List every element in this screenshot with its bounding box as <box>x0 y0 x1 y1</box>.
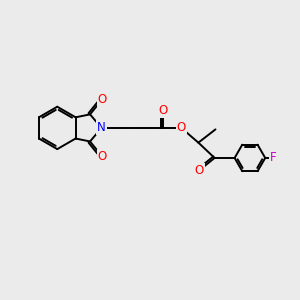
Text: N: N <box>97 122 106 134</box>
Text: O: O <box>177 122 186 134</box>
Text: F: F <box>270 152 277 164</box>
Text: O: O <box>195 164 204 177</box>
Text: O: O <box>158 104 168 117</box>
Text: O: O <box>98 150 107 163</box>
Text: O: O <box>98 93 107 106</box>
